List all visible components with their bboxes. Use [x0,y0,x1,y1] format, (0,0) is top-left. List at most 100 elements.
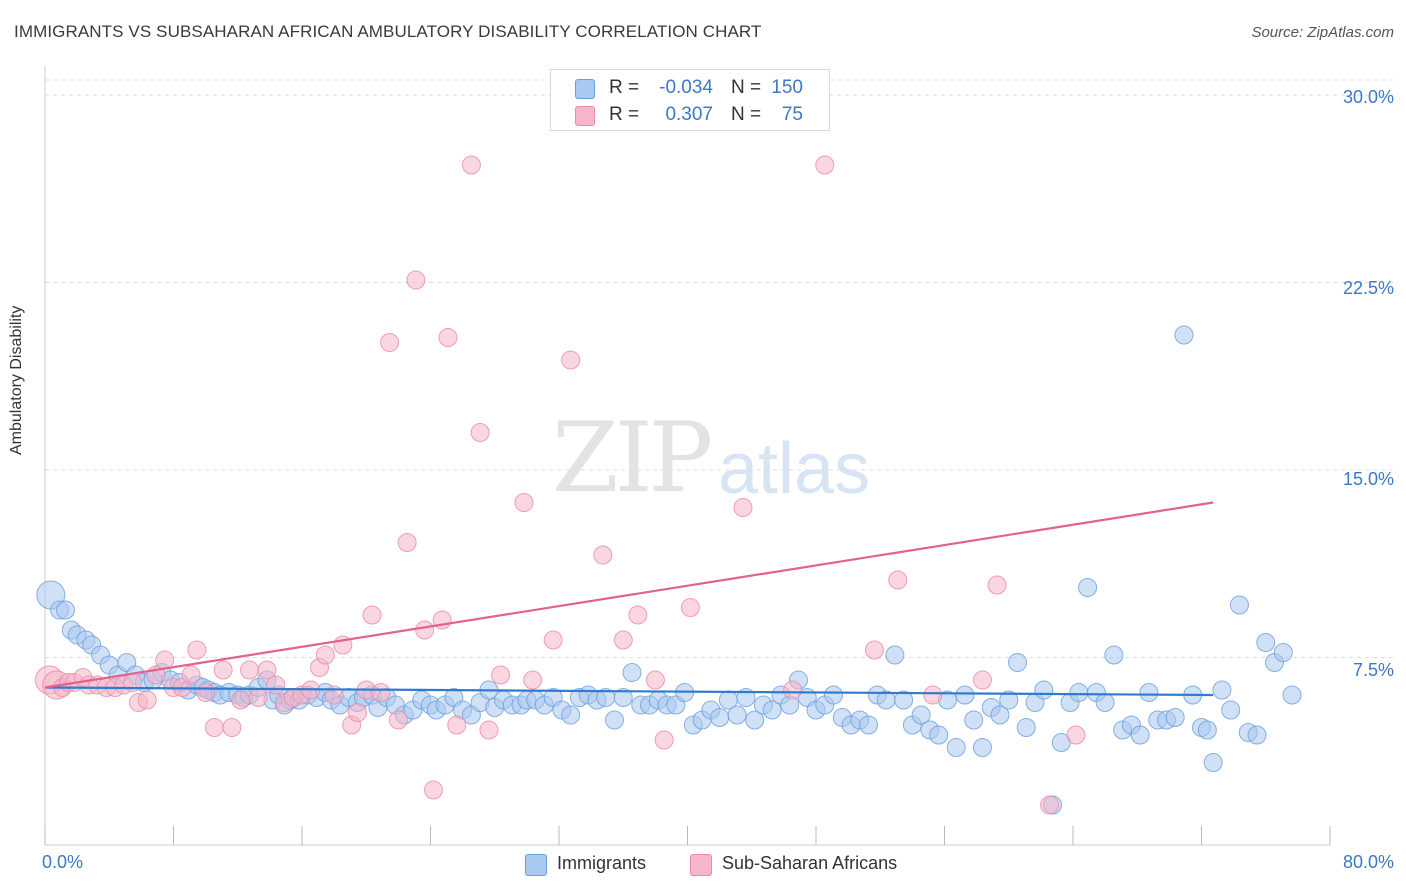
n-value: 150 [771,77,803,98]
immigrant-point-66 [561,705,581,725]
source-label: Source: ZipAtlas.com [1251,24,1394,41]
subsaharan-point-40 [362,605,382,625]
x-tick-label-max: 80.0% [1342,852,1394,872]
series-legend: Immigrants Sub-Saharan Africans [0,852,1406,878]
immigrant-point-124 [1069,683,1089,702]
immigrants-legend-swatch [525,854,547,876]
subsaharan-point-22 [213,660,233,680]
y-tick-label-15: 15.0% [1342,469,1394,489]
subsaharan-point-49 [438,328,458,347]
subsaharan-point-54 [491,665,511,685]
legend-row-immigrants: R = -0.034 N = 150 [551,75,829,101]
subsaharan-point-68 [864,640,884,660]
immigrant-point-135 [1165,708,1185,727]
watermark-atlas: atlas [718,429,871,509]
n-label: N = [731,104,762,125]
subsaharan-point-59 [593,545,613,565]
subsaharan-point-43 [388,710,408,730]
subsaharan-swatch [575,106,595,126]
correlation-legend: R = -0.034 N = 150 R = 0.307 N = 75 [550,69,830,131]
subsaharan-point-35 [324,685,344,705]
immigrant-point-136 [1174,325,1194,345]
subsaharan-point-57 [543,630,563,650]
subsaharan-point-69 [888,570,908,590]
subsaharan-point-44 [397,533,417,552]
immigrant-point-113 [972,738,992,757]
immigrant-point-118 [1016,718,1036,737]
subsaharan-legend-swatch [690,854,712,876]
chart-title: IMMIGRANTS VS SUBSAHARAN AFRICAN AMBULAT… [14,22,762,41]
subsaharan-point-58 [561,350,581,370]
subsaharan-point-47 [423,780,443,800]
immigrant-point-85 [727,705,747,725]
immigrant-point-71 [604,710,624,730]
subsaharan-point-25 [239,660,259,680]
subsaharan-point-38 [347,703,367,722]
immigrant-point-146 [1256,633,1276,652]
immigrant-point-100 [859,715,879,735]
subsaharan-point-55 [514,493,534,512]
y-tick-label-30: 30.0% [1342,87,1394,107]
subsaharan-point-56 [523,670,543,690]
immigrant-point-140 [1203,753,1223,772]
subsaharan-point-70 [923,685,943,705]
subsaharan-point-65 [733,498,753,517]
subsaharan-point-60 [613,630,633,650]
subsaharan-point-19 [187,640,207,660]
y-tick-label-22-5: 22.5% [1342,278,1394,298]
subsaharan-point-74 [1066,725,1086,745]
watermark-zip: ZIP [552,402,713,514]
immigrant-point-108 [929,725,949,745]
immigrant-point-117 [1008,653,1028,672]
immigrant-point-73 [622,663,642,682]
immigrant-point-106 [911,705,931,725]
subsaharan-point-42 [380,333,400,352]
immigrant-point-72 [613,688,633,707]
r-label: R = [609,104,640,125]
subsaharan-point-63 [654,730,674,750]
immigrant-point-120 [1034,680,1054,700]
immigrant-point-103 [885,645,905,665]
subsaharan-point-46 [415,620,435,640]
immigrant-point-125 [1078,578,1098,597]
subsaharan-point-64 [680,598,700,617]
immigrant-point-139 [1197,720,1217,740]
y-axis-label: Ambulatory Disability [8,305,25,455]
y-tick-label-7-5: 7.5% [1352,660,1394,680]
subsaharan-point-61 [628,605,648,625]
immigrant-point-96 [824,685,844,705]
immigrant-point-143 [1229,595,1249,615]
subsaharan-point-13 [137,690,157,710]
subsaharan-point-15 [155,650,175,670]
subsaharan-point-71 [972,670,992,690]
immigrant-point-128 [1104,645,1124,665]
immigrant-point-83 [710,708,730,727]
immigrant-point-149 [1282,685,1302,705]
subsaharan-point-27 [257,660,277,680]
immigrant-point-2 [55,600,75,620]
immigrant-point-145 [1247,725,1267,745]
subsaharan-point-66 [783,680,803,700]
immigrant-point-112 [964,710,984,730]
subsaharan-point-26 [248,688,268,707]
immigrant-point-131 [1130,725,1150,745]
x-tick-label-min: 0.0% [42,852,84,872]
immigrant-point-142 [1221,700,1241,720]
subsaharan-point-72 [987,575,1007,595]
immigrant-point-111 [955,685,975,705]
immigrant-point-148 [1273,643,1293,662]
subsaharan-point-21 [204,718,224,737]
immigrant-point-116 [999,690,1019,710]
legend-row-subsaharan: R = 0.307 N = 75 [551,102,829,128]
legend-label-subsaharan: Sub-Saharan Africans [722,853,898,873]
subsaharan-point-24 [231,690,251,710]
n-label: N = [731,77,762,98]
immigrant-point-132 [1139,683,1159,702]
immigrant-point-127 [1095,693,1115,712]
r-value: -0.034 [659,77,713,98]
immigrant-point-89 [762,700,782,720]
subsaharan-point-51 [461,155,481,175]
subsaharan-point-28 [266,675,286,695]
legend-label-immigrants: Immigrants [557,853,647,873]
immigrant-point-141 [1212,680,1232,700]
